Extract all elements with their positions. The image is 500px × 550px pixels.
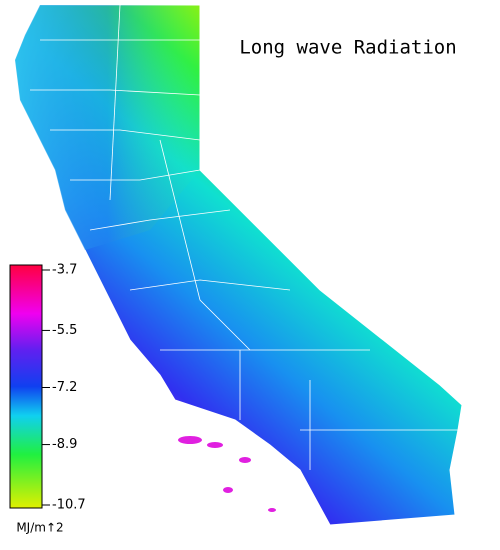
- colorbar-label: MJ/m↑2: [16, 521, 63, 535]
- tick-label: -3.7: [52, 263, 77, 278]
- tick-label: -10.7: [52, 498, 86, 513]
- tick-label: -5.5: [52, 323, 77, 338]
- northern-tint: [15, 5, 200, 250]
- islands: [178, 436, 276, 512]
- county-lines: [30, 4, 460, 470]
- map-title: Long wave Radiation: [239, 37, 456, 59]
- tick-label: -7.2: [52, 380, 77, 395]
- state-shape: [14, 4, 463, 526]
- tick-label: -8.9: [52, 437, 77, 452]
- colorbar-ticks: -3.7 -5.5 -7.2 -8.9 -10.7: [42, 263, 86, 513]
- colorbar: [9, 264, 43, 509]
